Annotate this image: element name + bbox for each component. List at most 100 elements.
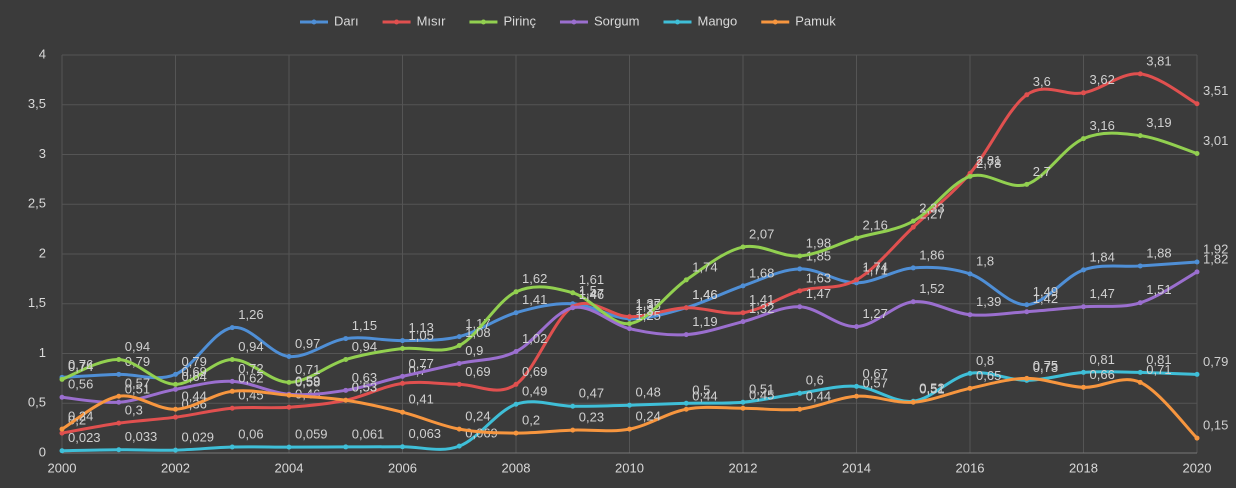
data-label: 1,46	[692, 287, 717, 302]
data-label: 1,63	[806, 270, 831, 285]
data-point	[400, 409, 405, 415]
data-point	[173, 381, 178, 387]
data-label: 0,45	[749, 388, 774, 403]
data-label: 0,5	[692, 383, 710, 398]
x-tick-label: 2004	[275, 460, 304, 475]
data-label: 0,51	[125, 382, 150, 397]
x-tick-label: 2008	[502, 460, 531, 475]
data-point	[570, 427, 576, 433]
data-label: 0,63	[352, 370, 377, 385]
data-point	[570, 403, 576, 409]
x-tick-label: 2002	[161, 460, 190, 475]
data-label: 1,5	[579, 283, 597, 298]
data-point	[456, 426, 462, 432]
data-point	[229, 378, 235, 384]
data-point	[1194, 151, 1200, 157]
data-point	[1194, 435, 1200, 441]
data-point	[343, 397, 349, 403]
data-label: 0,063	[409, 426, 442, 441]
data-label: 1,49	[1033, 284, 1058, 299]
data-label: 0,94	[238, 339, 263, 354]
data-point	[286, 392, 292, 398]
data-point	[173, 386, 178, 392]
data-label: 0,41	[409, 392, 434, 407]
data-label: 1,25	[636, 308, 661, 323]
data-label: 0,59	[295, 374, 320, 389]
data-point	[1194, 101, 1200, 107]
data-point	[1137, 263, 1143, 269]
data-label: 0,79	[125, 354, 150, 369]
data-point	[854, 324, 859, 330]
data-point	[967, 385, 973, 391]
data-point	[1024, 375, 1030, 381]
data-label: 0,67	[863, 366, 888, 381]
data-point	[797, 390, 803, 396]
data-point	[910, 399, 916, 405]
data-label: 0,6	[806, 373, 824, 388]
data-label: 0,51	[919, 382, 944, 397]
data-point	[116, 356, 122, 362]
data-point	[740, 310, 746, 316]
data-label: 1,85	[806, 248, 831, 263]
data-label: 0,79	[1203, 354, 1228, 369]
data-label: 1,26	[238, 307, 263, 322]
data-point	[1081, 384, 1086, 390]
data-label: 1,42	[1033, 291, 1058, 306]
x-tick-label: 2014	[842, 460, 871, 475]
data-point	[59, 448, 65, 454]
y-tick-label: 0,5	[28, 395, 46, 410]
data-label: 0,72	[238, 361, 263, 376]
data-point	[683, 332, 689, 338]
x-tick-label: 2020	[1183, 460, 1212, 475]
data-label: 0,79	[182, 354, 207, 369]
data-point	[797, 253, 803, 259]
y-tick-label: 2,5	[28, 196, 46, 211]
data-point	[1081, 267, 1086, 273]
data-point	[797, 406, 803, 412]
data-label: 0,44	[182, 389, 207, 404]
data-point	[797, 266, 803, 272]
data-label: 1,3	[636, 303, 654, 318]
data-point	[116, 447, 122, 453]
data-label: 2,81	[976, 153, 1001, 168]
data-label: 0,94	[352, 339, 377, 354]
data-point	[1081, 136, 1086, 142]
data-point	[173, 371, 178, 377]
data-label: 0,47	[579, 386, 604, 401]
y-tick-label: 1	[39, 345, 46, 360]
data-label: 1,88	[1146, 245, 1171, 260]
data-label: 0,58	[295, 375, 320, 390]
data-point	[1024, 309, 1030, 315]
data-label: 2,07	[749, 226, 774, 241]
data-point	[59, 376, 65, 382]
data-label: 1,92	[1203, 241, 1228, 256]
x-tick-label: 2000	[48, 460, 77, 475]
data-label: 0,94	[125, 339, 150, 354]
data-point	[229, 388, 235, 394]
data-point	[343, 387, 349, 393]
legend-label: Pirinç	[503, 13, 536, 28]
data-point	[286, 379, 292, 385]
data-point	[456, 381, 462, 387]
data-point	[740, 405, 746, 411]
data-label: 3,6	[1033, 74, 1051, 89]
data-point	[1137, 369, 1143, 375]
data-point	[797, 288, 803, 294]
y-tick-label: 0	[39, 444, 46, 459]
data-label: 3,16	[1090, 118, 1115, 133]
data-label: 0,023	[68, 430, 101, 445]
data-point	[116, 399, 122, 405]
y-tick-label: 3,5	[28, 96, 46, 111]
data-label: 1,32	[749, 301, 774, 316]
data-point	[400, 380, 405, 386]
data-point	[173, 406, 178, 412]
data-point	[173, 447, 178, 453]
data-label: 0,71	[295, 362, 320, 377]
data-label: 1,74	[863, 259, 888, 274]
data-point	[513, 289, 519, 295]
data-point	[683, 277, 689, 283]
data-label: 0,73	[1033, 360, 1058, 375]
data-point	[967, 370, 973, 376]
data-point	[967, 173, 973, 179]
